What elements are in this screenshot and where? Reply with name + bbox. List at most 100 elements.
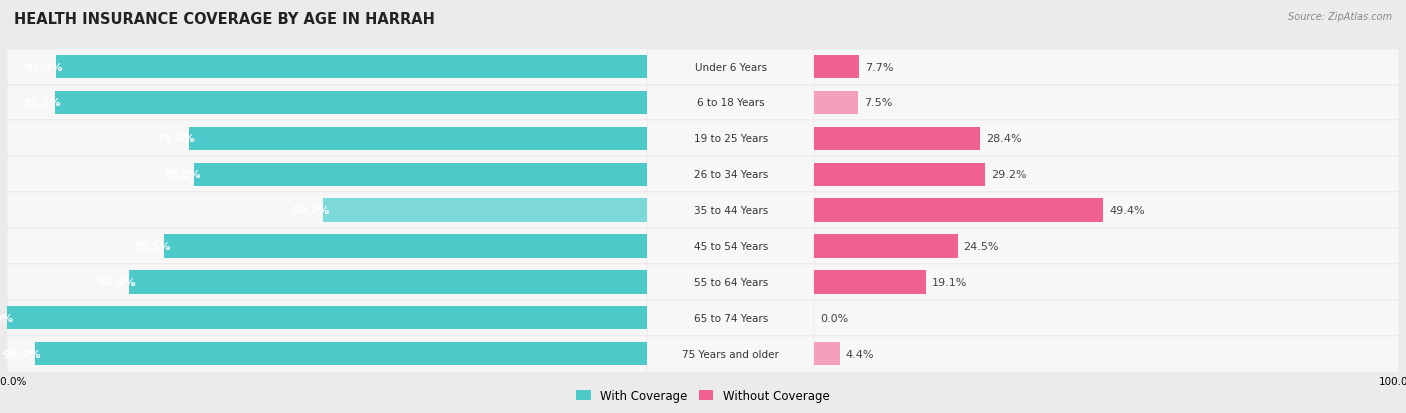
Text: 65 to 74 Years: 65 to 74 Years: [693, 313, 768, 323]
Text: 49.4%: 49.4%: [1109, 206, 1144, 216]
Bar: [0, 228, 647, 264]
Text: 29.2%: 29.2%: [991, 170, 1026, 180]
Text: 95.7%: 95.7%: [3, 349, 41, 359]
Bar: [814, 56, 859, 79]
Bar: [814, 300, 1399, 336]
Legend: With Coverage, Without Coverage: With Coverage, Without Coverage: [572, 385, 834, 407]
Bar: [814, 121, 1399, 157]
Bar: [0, 264, 647, 300]
Bar: [814, 271, 927, 294]
Text: 24.5%: 24.5%: [963, 242, 998, 252]
Text: 70.8%: 70.8%: [162, 170, 201, 180]
Bar: [647, 121, 814, 157]
Bar: [647, 193, 814, 228]
Text: 55 to 64 Years: 55 to 64 Years: [693, 277, 768, 287]
Text: 80.9%: 80.9%: [97, 277, 136, 287]
Bar: [0, 193, 647, 228]
Bar: [188, 127, 647, 151]
Bar: [814, 193, 1406, 228]
Bar: [647, 336, 814, 372]
Bar: [647, 336, 1406, 372]
Text: 71.6%: 71.6%: [156, 134, 195, 144]
Bar: [647, 300, 814, 336]
Bar: [814, 199, 1104, 222]
Bar: [647, 228, 1406, 264]
Bar: [814, 163, 986, 187]
Bar: [814, 50, 1406, 85]
Bar: [0, 85, 647, 121]
Bar: [814, 157, 1399, 193]
Text: 26 to 34 Years: 26 to 34 Years: [693, 170, 768, 180]
Bar: [647, 121, 1406, 157]
Text: Under 6 Years: Under 6 Years: [695, 62, 766, 72]
Text: 19 to 25 Years: 19 to 25 Years: [693, 134, 768, 144]
Bar: [0, 157, 647, 193]
Bar: [647, 157, 814, 193]
Bar: [814, 157, 1406, 193]
Bar: [814, 336, 1406, 372]
Text: 4.4%: 4.4%: [846, 349, 875, 359]
Text: 7.7%: 7.7%: [865, 62, 894, 72]
Bar: [7, 50, 647, 85]
Text: 45 to 54 Years: 45 to 54 Years: [693, 242, 768, 252]
Bar: [647, 264, 814, 300]
Bar: [647, 85, 814, 121]
Text: HEALTH INSURANCE COVERAGE BY AGE IN HARRAH: HEALTH INSURANCE COVERAGE BY AGE IN HARR…: [14, 12, 434, 27]
Text: 75 Years and older: 75 Years and older: [682, 349, 779, 359]
Text: 19.1%: 19.1%: [932, 277, 967, 287]
Bar: [814, 193, 1399, 228]
Bar: [0, 300, 647, 336]
Bar: [7, 157, 647, 193]
Bar: [647, 264, 1406, 300]
Bar: [7, 336, 647, 372]
Bar: [56, 56, 647, 79]
Bar: [814, 228, 1406, 264]
Bar: [814, 127, 980, 151]
Bar: [7, 193, 647, 228]
Bar: [814, 85, 1399, 121]
Bar: [647, 228, 814, 264]
Text: 7.5%: 7.5%: [865, 98, 893, 108]
Bar: [7, 228, 647, 264]
Text: 100.0%: 100.0%: [0, 313, 14, 323]
Text: 92.5%: 92.5%: [22, 98, 62, 108]
Text: 28.4%: 28.4%: [986, 134, 1022, 144]
Bar: [647, 50, 1406, 85]
Bar: [814, 85, 1406, 121]
Text: 92.3%: 92.3%: [24, 62, 63, 72]
Bar: [35, 342, 647, 366]
Bar: [0, 121, 647, 157]
Text: 50.7%: 50.7%: [291, 206, 329, 216]
Text: 0.0%: 0.0%: [820, 313, 848, 323]
Bar: [7, 121, 647, 157]
Bar: [0, 336, 647, 372]
Text: 75.5%: 75.5%: [132, 242, 170, 252]
Text: 6 to 18 Years: 6 to 18 Years: [697, 98, 765, 108]
Bar: [647, 300, 1406, 336]
Bar: [323, 199, 647, 222]
Bar: [7, 300, 647, 336]
Bar: [814, 228, 1399, 264]
Bar: [814, 121, 1406, 157]
Bar: [647, 50, 814, 85]
Text: 35 to 44 Years: 35 to 44 Years: [693, 206, 768, 216]
Bar: [814, 264, 1399, 300]
Bar: [814, 336, 1399, 372]
Bar: [814, 342, 839, 366]
Text: Source: ZipAtlas.com: Source: ZipAtlas.com: [1288, 12, 1392, 22]
Bar: [814, 50, 1399, 85]
Bar: [647, 193, 1406, 228]
Bar: [55, 92, 647, 115]
Bar: [814, 264, 1406, 300]
Bar: [0, 50, 647, 85]
Bar: [647, 157, 1406, 193]
Bar: [814, 300, 1406, 336]
Bar: [165, 235, 647, 258]
Bar: [194, 163, 647, 187]
Bar: [7, 85, 647, 121]
Bar: [129, 271, 647, 294]
Bar: [7, 306, 647, 330]
Bar: [814, 235, 957, 258]
Bar: [7, 264, 647, 300]
Bar: [814, 92, 858, 115]
